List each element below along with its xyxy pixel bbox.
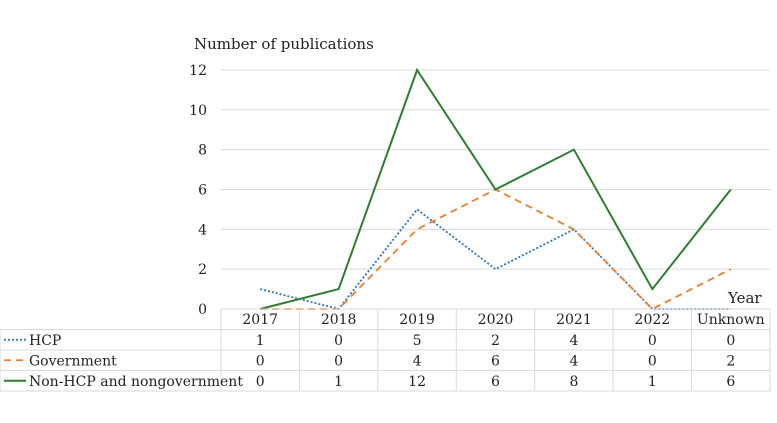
x-tick-label: 2022	[635, 312, 671, 328]
table-cell-value: 2	[491, 333, 500, 349]
table-cell-value: 1	[256, 333, 265, 349]
x-tick-label: 2017	[242, 312, 278, 328]
legend-label: Non-HCP and nongovernment	[29, 374, 243, 390]
x-tick-label: 2021	[556, 312, 592, 328]
table-cell-value: 0	[334, 353, 343, 369]
table-cell-value: 5	[413, 333, 422, 349]
series-line-non-hcp-and-nongovernment	[259, 67, 732, 310]
legend-label: Government	[29, 353, 117, 369]
table-cell-value: 1	[334, 374, 343, 390]
y-axis-ticks: 0 2 4 6 8 10 12	[189, 63, 207, 318]
table-cell-value: 0	[648, 333, 657, 349]
table-cell-value: 4	[413, 353, 422, 369]
legend-label: HCP	[29, 333, 61, 349]
x-tick-label: 2019	[399, 312, 435, 328]
table-cell-value: 6	[726, 374, 735, 390]
y-tick-label: 8	[198, 143, 207, 159]
y-tick-label: 4	[198, 222, 207, 238]
x-axis-label: Year	[727, 289, 762, 307]
table-cell-value: 1	[648, 374, 657, 390]
table-cell-value: 0	[334, 333, 343, 349]
y-tick-label: 12	[189, 63, 207, 79]
table-cell-value: 0	[256, 353, 265, 369]
table-cell-value: 8	[569, 374, 578, 390]
y-axis-label: Number of publications	[194, 35, 374, 53]
y-tick-label: 6	[198, 183, 207, 199]
y-tick-label: 0	[198, 302, 207, 318]
table-cell-value: 4	[569, 333, 578, 349]
table-cell-value: 0	[256, 374, 265, 390]
x-tick-label: 2018	[321, 312, 357, 328]
gridlines	[221, 69, 770, 270]
table-cell-value: 6	[491, 374, 500, 390]
table-cell-value: 12	[408, 374, 426, 390]
table-cell-value: 2	[726, 353, 735, 369]
table-cell-value: 0	[726, 333, 735, 349]
series-line-hcp	[259, 208, 731, 311]
y-tick-label: 2	[198, 262, 207, 278]
x-tick-label: 2020	[478, 312, 514, 328]
y-tick-label: 10	[189, 103, 207, 119]
table-cell-value: 4	[569, 353, 578, 369]
table-cell-value: 6	[491, 353, 500, 369]
x-tick-label: Unknown	[697, 312, 765, 328]
table-cell-value: 0	[648, 353, 657, 369]
